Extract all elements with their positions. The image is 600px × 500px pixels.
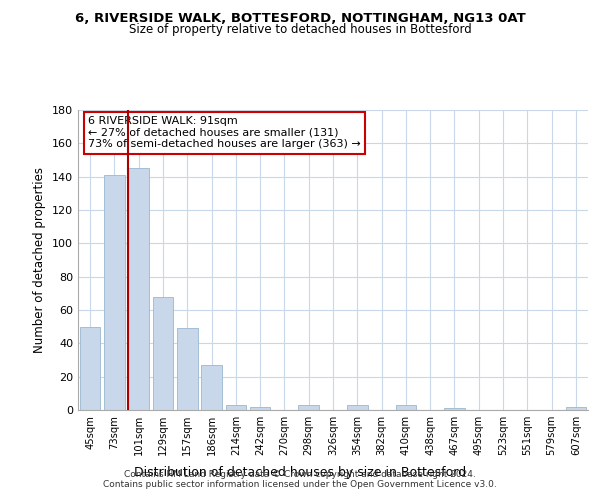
Text: Distribution of detached houses by size in Bottesford: Distribution of detached houses by size … <box>134 466 466 479</box>
Text: Size of property relative to detached houses in Bottesford: Size of property relative to detached ho… <box>128 22 472 36</box>
Y-axis label: Number of detached properties: Number of detached properties <box>34 167 46 353</box>
Bar <box>104 175 125 410</box>
Bar <box>201 365 222 410</box>
Bar <box>298 405 319 410</box>
Bar <box>250 406 271 410</box>
Bar <box>152 296 173 410</box>
Text: Contains HM Land Registry data © Crown copyright and database right 2024.
Contai: Contains HM Land Registry data © Crown c… <box>103 470 497 489</box>
Bar <box>80 326 100 410</box>
Bar <box>395 405 416 410</box>
Bar <box>128 168 149 410</box>
Bar <box>177 328 197 410</box>
Text: 6, RIVERSIDE WALK, BOTTESFORD, NOTTINGHAM, NG13 0AT: 6, RIVERSIDE WALK, BOTTESFORD, NOTTINGHA… <box>74 12 526 26</box>
Bar <box>226 405 246 410</box>
Text: 6 RIVERSIDE WALK: 91sqm
← 27% of detached houses are smaller (131)
73% of semi-d: 6 RIVERSIDE WALK: 91sqm ← 27% of detache… <box>88 116 361 149</box>
Bar <box>444 408 465 410</box>
Bar <box>566 406 586 410</box>
Bar <box>347 405 368 410</box>
